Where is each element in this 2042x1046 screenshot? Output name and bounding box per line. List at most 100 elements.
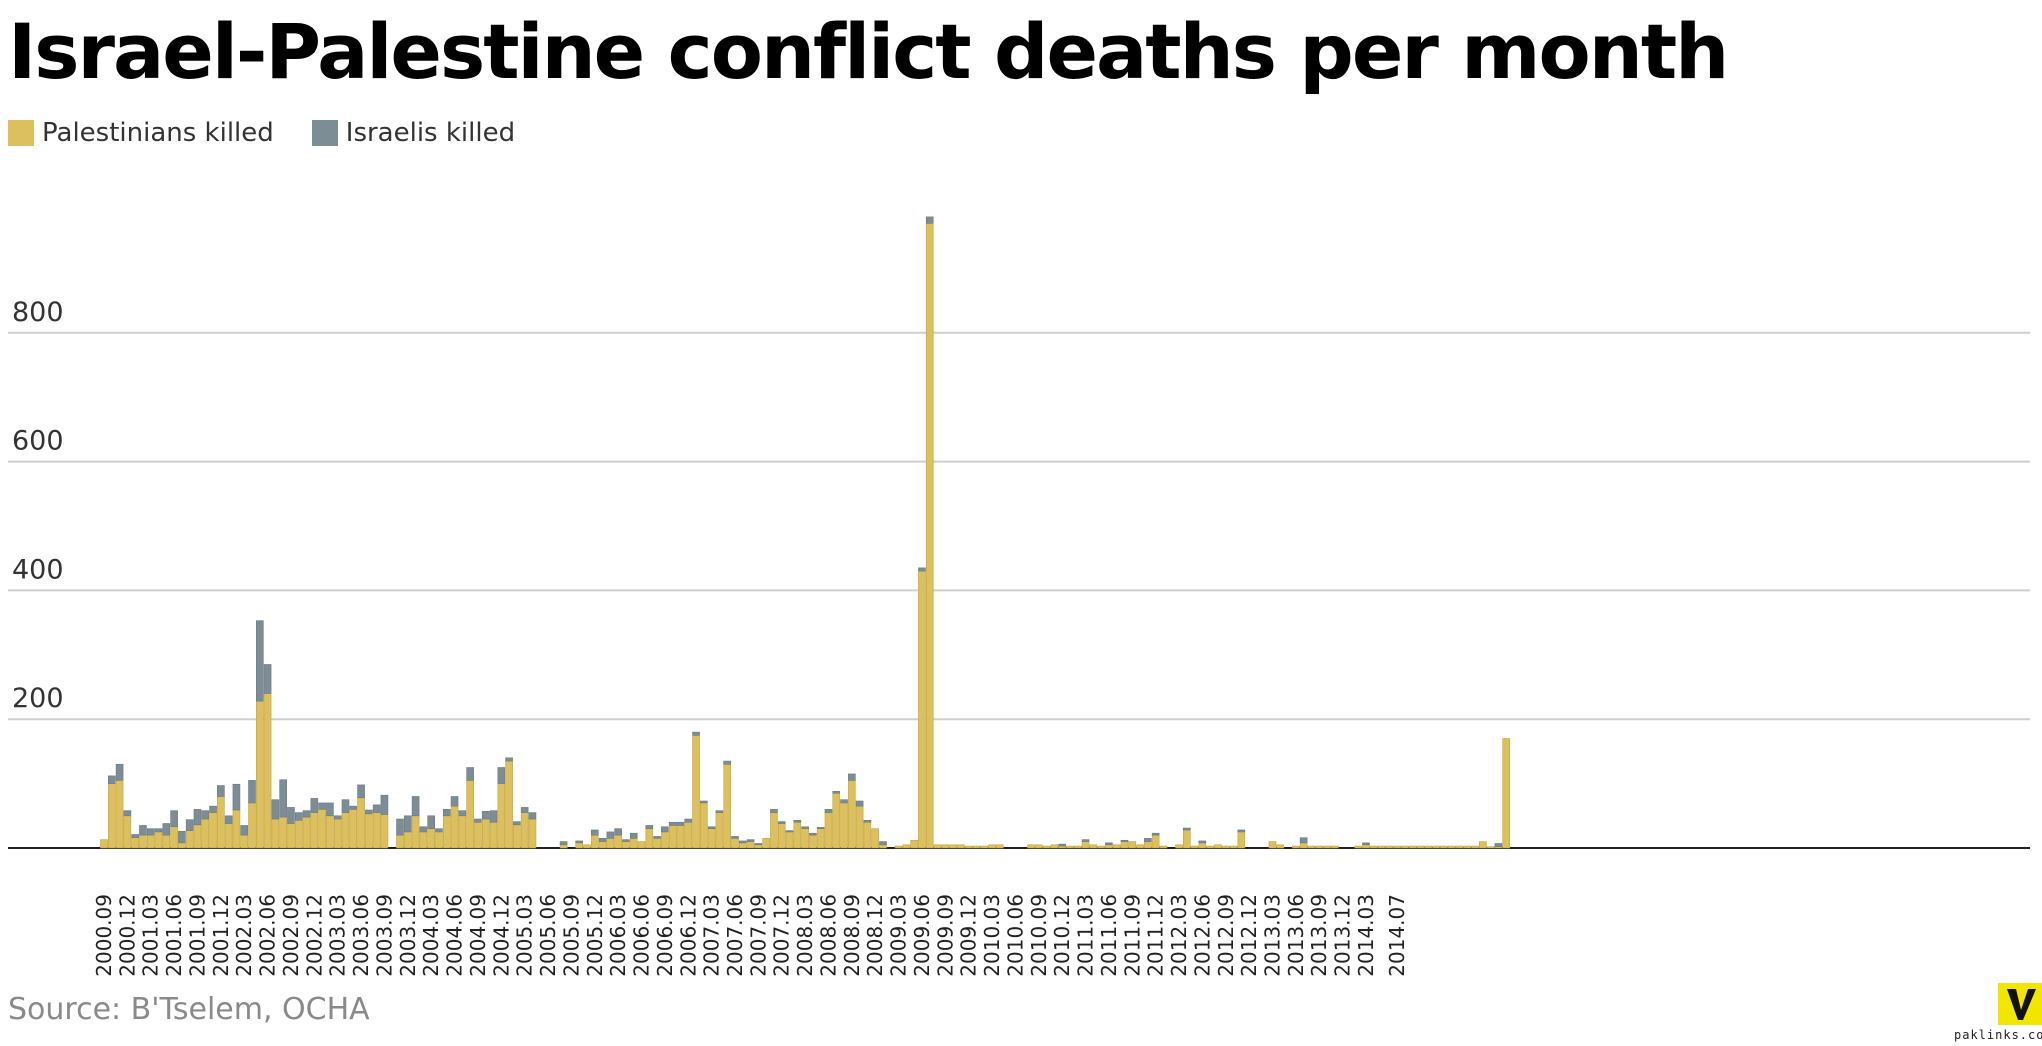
bar-palestinians bbox=[481, 818, 490, 849]
bar-israelis bbox=[692, 731, 700, 736]
vox-v-icon bbox=[2007, 989, 2036, 1020]
watermark-text: paklinks.com bbox=[1954, 1028, 2042, 1042]
x-tick-label: 2009.09 bbox=[933, 894, 957, 977]
x-tick-label: 2005.06 bbox=[536, 894, 560, 977]
bar-israelis bbox=[318, 802, 326, 810]
bar-israelis bbox=[419, 826, 428, 833]
x-tick-label: 2010.12 bbox=[1050, 894, 1074, 977]
bar-israelis bbox=[575, 840, 583, 844]
bar-palestinians bbox=[1089, 844, 1098, 849]
bar-palestinians bbox=[240, 834, 249, 849]
bar-palestinians bbox=[1502, 738, 1510, 849]
bar-palestinians bbox=[606, 838, 615, 849]
x-tick-label: 2002.09 bbox=[279, 894, 303, 977]
bar-palestinians bbox=[1455, 845, 1464, 849]
bar-israelis bbox=[224, 815, 233, 824]
bar-israelis bbox=[365, 809, 373, 815]
bar-israelis bbox=[380, 794, 389, 815]
bar-palestinians bbox=[559, 844, 568, 849]
bar-palestinians bbox=[1479, 841, 1487, 849]
bar-palestinians bbox=[980, 845, 989, 849]
bar-palestinians bbox=[809, 834, 817, 849]
bar-palestinians bbox=[1206, 845, 1214, 849]
bar-palestinians bbox=[1066, 845, 1074, 849]
bar-palestinians bbox=[513, 824, 521, 849]
x-tick-label: 2003.06 bbox=[349, 894, 373, 977]
bar-palestinians bbox=[824, 812, 833, 849]
bar-israelis bbox=[676, 821, 685, 826]
bar-palestinians bbox=[1486, 846, 1495, 849]
x-tick-label: 2012.03 bbox=[1167, 894, 1191, 977]
bar-israelis bbox=[474, 818, 482, 823]
bar-palestinians bbox=[598, 841, 607, 849]
bar-palestinians bbox=[1471, 845, 1479, 849]
x-tick-label: 2008.03 bbox=[793, 894, 817, 977]
bar-israelis bbox=[333, 815, 342, 820]
bar-palestinians bbox=[154, 831, 163, 849]
bar-palestinians bbox=[1175, 844, 1183, 849]
bar-israelis bbox=[372, 804, 381, 813]
bar-israelis bbox=[201, 810, 210, 820]
bar-palestinians bbox=[450, 805, 459, 849]
chart-legend: Palestinians killed Israelis killed bbox=[8, 118, 515, 148]
bar-palestinians bbox=[583, 844, 591, 849]
bar-palestinians bbox=[590, 834, 599, 849]
x-tick-label: 2014.03 bbox=[1354, 894, 1378, 977]
bar-palestinians bbox=[217, 796, 225, 849]
bar-palestinians bbox=[1307, 845, 1316, 849]
bar-palestinians bbox=[723, 763, 732, 849]
x-tick-label: 2000.12 bbox=[115, 894, 139, 977]
bar-israelis bbox=[863, 820, 872, 823]
bar-israelis bbox=[162, 823, 171, 836]
bar-palestinians bbox=[1463, 845, 1472, 849]
x-tick-label: 2011.03 bbox=[1074, 894, 1098, 977]
legend-label-israelis: Israelis killed bbox=[345, 118, 516, 148]
bar-israelis bbox=[731, 836, 739, 839]
legend-item-israelis: Israelis killed bbox=[311, 118, 516, 148]
bar-israelis bbox=[497, 767, 506, 784]
bar-palestinians bbox=[1432, 845, 1440, 849]
y-tick-label-800: 800 bbox=[12, 297, 64, 328]
y-tick-label-400: 400 bbox=[12, 554, 64, 585]
bar-palestinians bbox=[933, 844, 942, 849]
bar-israelis bbox=[684, 818, 693, 823]
bar-israelis bbox=[513, 821, 521, 826]
x-tick-label: 2003.09 bbox=[372, 894, 396, 977]
bar-palestinians bbox=[1323, 845, 1331, 849]
bar-israelis bbox=[255, 620, 264, 702]
x-tick-label: 2013.12 bbox=[1331, 894, 1355, 977]
bar-israelis bbox=[855, 800, 864, 807]
bar-palestinians bbox=[1331, 845, 1339, 849]
y-tick-label-600: 600 bbox=[12, 426, 64, 457]
bar-israelis bbox=[442, 809, 451, 817]
bar-palestinians bbox=[505, 760, 513, 849]
bar-israelis bbox=[489, 810, 498, 823]
bar-palestinians bbox=[287, 823, 295, 849]
bar-palestinians bbox=[1354, 845, 1362, 849]
bar-palestinians bbox=[653, 838, 661, 849]
x-tick-label: 2006.12 bbox=[676, 894, 700, 977]
bar-palestinians bbox=[1447, 845, 1456, 849]
bar-palestinians bbox=[1144, 841, 1152, 849]
bar-palestinians bbox=[801, 828, 809, 849]
bar-palestinians bbox=[357, 797, 365, 849]
bar-israelis bbox=[1058, 843, 1066, 847]
bar-palestinians bbox=[754, 844, 763, 849]
bar-israelis bbox=[707, 826, 716, 829]
x-tick-label: 2009.12 bbox=[957, 894, 981, 977]
bar-israelis bbox=[107, 775, 116, 784]
bar-palestinians bbox=[333, 818, 342, 849]
bar-israelis bbox=[271, 799, 280, 820]
bar-israelis bbox=[357, 784, 365, 799]
bar-palestinians bbox=[1128, 841, 1137, 849]
bar-israelis bbox=[1362, 842, 1370, 846]
bar-palestinians bbox=[793, 821, 802, 849]
bar-palestinians bbox=[770, 812, 778, 849]
bar-palestinians bbox=[1393, 845, 1401, 849]
bar-palestinians bbox=[435, 831, 443, 849]
x-tick-label: 2000.09 bbox=[92, 894, 116, 977]
bar-palestinians bbox=[100, 839, 108, 849]
bar-palestinians bbox=[1385, 845, 1394, 849]
bar-israelis bbox=[528, 812, 537, 820]
bar-israelis bbox=[754, 843, 763, 846]
